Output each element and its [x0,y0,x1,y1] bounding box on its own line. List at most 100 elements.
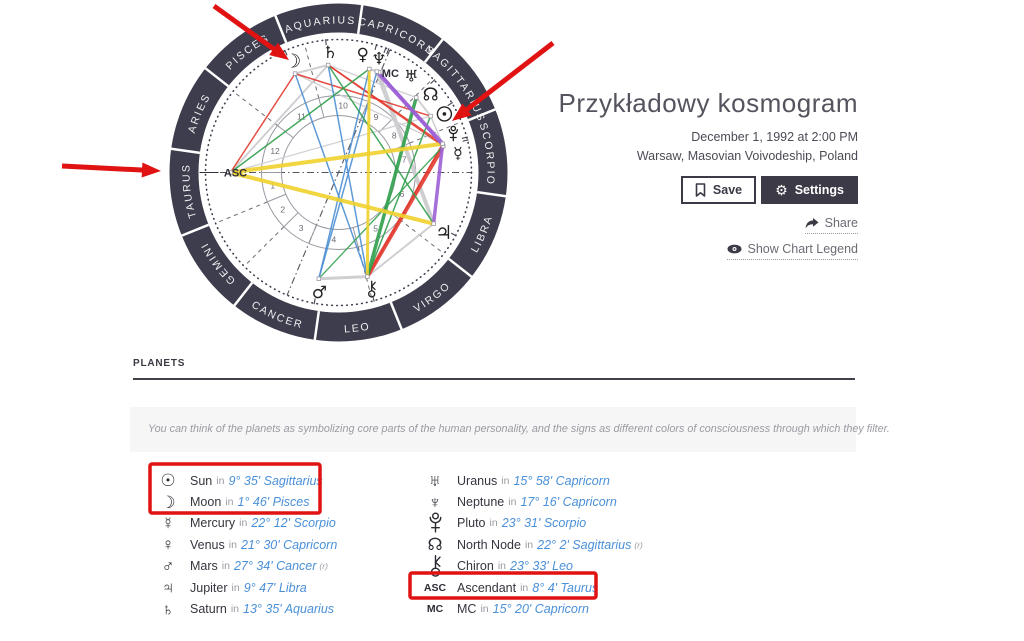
position-link[interactable]: 1° 46' Pisces [237,495,310,510]
planet-name: Pluto [457,516,486,531]
wheel-mc-label: MC [382,68,399,80]
saturn-icon: ♄ [161,599,175,619]
settings-button[interactable]: ⚙ Settings [761,176,858,204]
sign-divider [232,281,254,308]
in-word: in [520,581,529,594]
position-link[interactable]: 22° 2' Sagittarius [537,537,632,552]
planet-row-sun: ☉ Sun in 9° 35' Sagittarius [150,470,337,491]
position-link[interactable]: 9° 47' Libra [243,580,307,595]
planet-row-venus: ♀ Venus in 21° 30' Capricorn [150,534,338,555]
chiron-icon [417,554,453,578]
position-link[interactable]: 23° 31' Scorpio [501,516,587,531]
house-number-4: 4 [331,234,336,244]
aspect-vertex-moon [292,71,298,76]
house-number-12: 12 [270,146,280,156]
in-word: in [225,496,234,509]
planet-row-saturn: ♄ Saturn in 13° 35' Aquarius [150,598,337,619]
aspect-line-saturn-pluto [327,64,444,145]
planet-list-right-column: ♅ Uranus in 15° 58' Capricorn ♆ Neptune in 17° … [417,470,643,620]
planet-name: Uranus [457,473,498,488]
aspect-line-sun-chiron [366,115,432,277]
wheel-planet-neptune: ♆ [371,50,386,70]
wheel-planet-jupiter: ♃ [435,222,452,244]
planet-tick-mars [313,298,316,305]
in-word: in [230,603,240,616]
planet-row-ascendant: ASC Ascendant in 8° 4' Taurus [417,577,643,598]
mars-icon: ♂ [161,556,175,576]
planet-row-neptune: ♆ Neptune in 17° 16' Capricorn [417,491,643,512]
save-button-label: Save [712,183,743,197]
settings-button-label: Settings [794,183,844,197]
planet-tick-jupiter [450,232,457,237]
show-chart-legend-link[interactable]: Show Chart Legend [726,242,859,260]
aspect-vertex-pluto [440,141,445,146]
section-divider [133,378,855,380]
sign-divider [447,257,474,279]
house-number-6: 6 [400,189,405,199]
planet-name: Venus [190,537,225,552]
sign-divider [476,190,507,198]
house-cusp-line [215,201,268,224]
show-chart-legend-label: Show Chart Legend [747,242,859,256]
planet-row-moon: ☽ Moon in 1° 46' Pisces [150,491,337,512]
aspect-line-asc-sun [230,115,431,174]
chart-location: Warsaw, Masovian Voivodeship, Poland [636,149,858,163]
sign-divider [203,66,230,88]
aspect-line-node-chiron [365,97,418,278]
in-word: in [497,560,507,573]
position-link[interactable]: 13° 35' Aquarius [243,602,335,617]
wheel-planet-sun [436,106,453,122]
wheel-planet-chiron [368,280,376,298]
asc-icon: ASC [423,581,447,594]
planet-tick-sun [447,101,454,107]
position-link[interactable]: 9° 35' Sagittarius [228,473,323,488]
share-link[interactable]: Share [804,216,858,234]
planet-row-mars: ♂ Mars in 27° 34' Cancer (r) [150,556,337,577]
position-link[interactable]: 15° 58' Capricorn [513,473,610,488]
neptune-icon: ♆ [428,492,442,512]
aspect-line-asc-venus [230,68,370,174]
position-link[interactable]: 8° 4' Taurus [532,580,599,595]
sun-glyph-dot [442,112,447,116]
sign-divider [273,14,288,44]
planet-row-mc: MC MC in 15° 20' Capricorn [417,598,643,619]
planet-row-pluto: Pluto in 23° 31' Scorpio [417,512,643,534]
position-link[interactable]: 21° 30' Capricorn [240,537,338,552]
sun-icon: ☉ [160,471,176,491]
position-link[interactable]: 17° 16' Capricorn [520,495,617,510]
planet-name: North Node [457,537,521,552]
house-ring-divider [318,97,325,118]
aspect-line-moon-asc [229,73,296,173]
planet-name: Moon [190,495,222,510]
house-number-8: 8 [392,130,397,140]
planet-tick-mercury [462,139,469,142]
sign-divider [313,310,321,341]
position-link[interactable]: 22° 12' Scorpio [251,516,336,531]
in-word: in [228,538,237,551]
in-word: in [524,538,534,551]
chart-date: December 1, 1992 at 2:00 PM [691,130,858,144]
sign-label-leo: LEO [344,320,372,335]
planet-row-chiron: Chiron in 23° 33' Leo [417,554,643,578]
in-word: in [231,581,240,594]
aspect-vertex-jupiter [431,221,436,226]
planet-tick-uranus [386,48,390,55]
aspect-vertex-mars [316,276,322,281]
position-link[interactable]: 23° 33' Leo [510,559,574,574]
in-word: in [501,474,510,487]
house-number-2: 2 [280,205,285,215]
wheel-planet-moon: ☽ [284,50,301,72]
sign-divider [423,37,445,64]
planets-description-text: You can think of the planets as symboliz… [148,423,890,435]
planet-tick-pluto [461,136,468,139]
planet-tick-saturn [325,39,327,46]
aspect-line-jupiter-chiron [366,222,435,278]
retrograde-marker: (r) [319,561,328,572]
house-number-7: 7 [402,154,407,164]
action-buttons: Save ⚙ Settings [680,176,858,204]
position-link[interactable]: 27° 34' Cancer [233,559,317,574]
position-link[interactable]: 15° 20' Capricorn [492,602,589,617]
chart-info-panel: Przykładowy kosmogram December 1, 1992 a… [558,88,858,260]
save-button[interactable]: Save [680,176,757,204]
planet-name: Mercury [190,516,236,531]
